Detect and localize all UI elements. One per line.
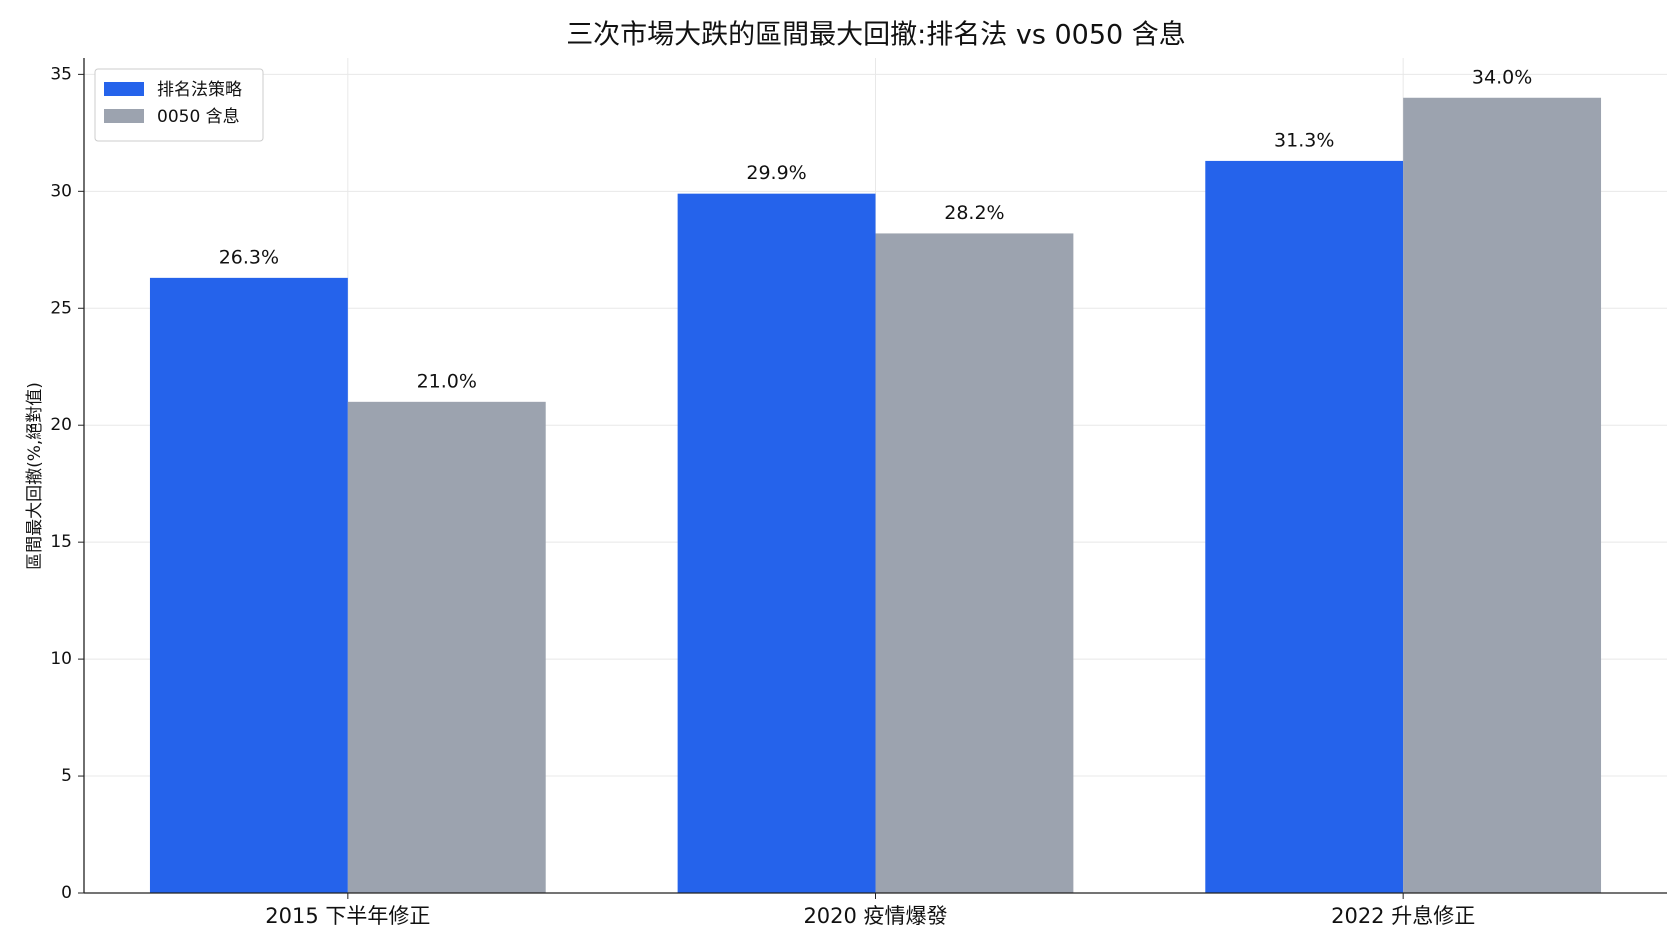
legend-label: 排名法策略: [157, 80, 242, 100]
value-label: 28.2%: [944, 202, 1004, 224]
y-tick-label: 0: [61, 883, 72, 903]
value-label: 26.3%: [219, 246, 279, 268]
bar: [875, 233, 1074, 893]
value-label: 21.0%: [417, 370, 477, 392]
x-tick-label: 2022 升息修正: [1331, 904, 1475, 928]
y-tick-label: 35: [50, 64, 72, 84]
bar: [149, 277, 348, 893]
legend: 排名法策略 0050 含息: [94, 68, 264, 142]
legend-swatch: [104, 109, 144, 123]
y-tick-label: 10: [50, 649, 72, 669]
value-label: 34.0%: [1472, 66, 1532, 88]
y-tick-label: 25: [50, 298, 72, 318]
bar: [347, 401, 546, 893]
value-label: 29.9%: [746, 162, 806, 184]
y-tick-label: 5: [61, 766, 72, 786]
y-tick-label: 20: [50, 415, 72, 435]
y-axis-label: 區間最大回撤(%,絕對值): [25, 382, 45, 570]
x-tick-label: 2015 下半年修正: [265, 904, 430, 928]
x-tick-label: 2020 疫情爆發: [803, 904, 947, 928]
legend-swatch: [104, 82, 144, 96]
y-tick-label: 30: [50, 181, 72, 201]
bar: [677, 193, 876, 893]
chart-title: 三次市場大跌的區間最大回撤:排名法 vs 0050 含息: [566, 20, 1186, 51]
y-tick-label: 15: [50, 532, 72, 552]
legend-label: 0050 含息: [157, 107, 240, 127]
bar: [1205, 160, 1404, 894]
bar: [1403, 97, 1602, 893]
value-label: 31.3%: [1274, 129, 1334, 151]
